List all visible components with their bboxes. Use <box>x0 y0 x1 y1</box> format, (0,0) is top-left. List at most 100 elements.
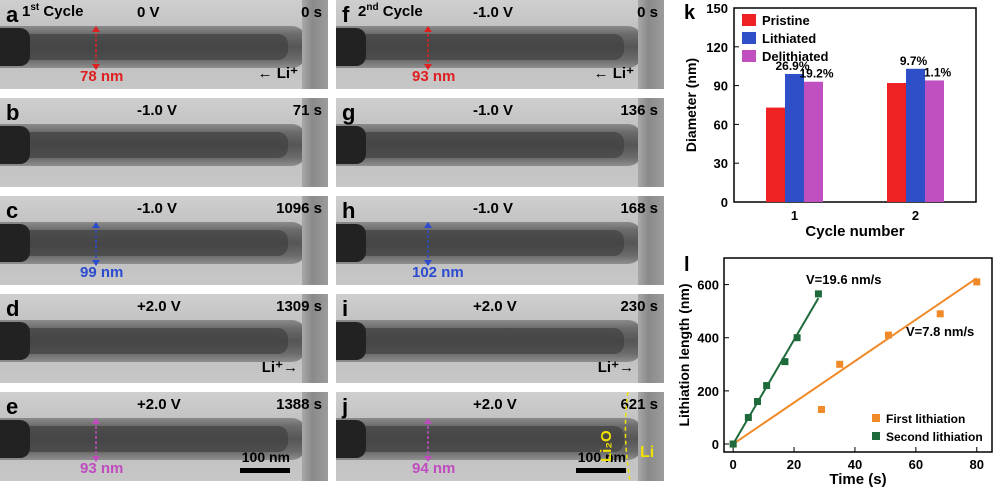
x-tick-label: 2 <box>912 208 919 223</box>
time-label: 1096 s <box>276 200 322 217</box>
diameter-arrow <box>92 26 100 70</box>
y-tick-label: 0 <box>712 437 719 452</box>
velocity-label-first: V=7.8 nm/s <box>906 324 974 339</box>
li-ion-direction: Li⁺→ <box>597 359 634 376</box>
legend-swatch-lithiated <box>742 32 756 44</box>
plot-frame <box>723 257 993 453</box>
bar-pristine-cycle-2 <box>887 83 906 202</box>
data-point-first <box>973 278 981 286</box>
voltage-label: -1.0 V <box>473 200 514 217</box>
panel-label: e <box>6 394 19 419</box>
voltage-label: -1.0 V <box>473 102 514 119</box>
voltage-label: +2.0 V <box>473 396 517 413</box>
legend-label-delithiated: Delithiated <box>762 49 829 64</box>
panel-k: k 0 30 60 90 120 150 1 2 26.9% 19.2% 9.7% 1.1% Cycle… <box>676 0 1000 245</box>
x-tick-label: 1 <box>791 208 798 223</box>
legend-label-second: Second lithiation <box>886 430 983 444</box>
tem-panel-c: c -1.0 V 1096 s 99 nm <box>0 196 328 285</box>
time-label: 71 s <box>292 102 322 119</box>
legend-label-pristine: Pristine <box>762 13 810 28</box>
li-ion-direction: ← Li⁺ <box>257 65 298 82</box>
data-point-second <box>754 398 761 406</box>
time-label: 1309 s <box>276 298 322 315</box>
nanowire-core <box>336 34 624 60</box>
counter-electrode <box>302 196 328 285</box>
tem-panel-g: g -1.0 V 136 s <box>336 98 664 187</box>
data-point-second <box>814 290 822 298</box>
counter-electrode <box>638 392 664 481</box>
data-point-second <box>793 334 801 342</box>
panel-label: f <box>342 2 350 27</box>
phase-boundary <box>624 392 631 481</box>
nanowire-core <box>336 132 624 158</box>
time-label: 1388 s <box>276 396 322 413</box>
tem-panel-h: h -1.0 V 168 s 102 nm <box>336 196 664 285</box>
data-point-second <box>781 358 789 366</box>
cycle-label: 2nd Cycle <box>358 2 423 20</box>
y-tick-label: 90 <box>714 79 728 94</box>
time-label: 0 s <box>301 4 322 21</box>
diameter-arrow <box>92 222 100 266</box>
counter-electrode <box>302 294 328 383</box>
panel-label: g <box>342 100 356 125</box>
y-axis-label: Diameter (nm) <box>683 58 699 152</box>
time-label: 230 s <box>620 298 658 315</box>
counter-electrode <box>302 392 328 481</box>
time-label: 621 s <box>620 396 658 413</box>
voltage-label: -1.0 V <box>137 200 178 217</box>
diameter-label: 78 nm <box>80 68 124 85</box>
plot-frame <box>733 7 977 203</box>
nanowire-tip <box>0 322 30 360</box>
bar-lithiated-cycle-1 <box>785 73 804 203</box>
tem-panel-f: f 2nd Cycle -1.0 V 0 s 93 nm ← Li⁺ <box>336 0 664 89</box>
nanowire-core <box>0 328 288 354</box>
y-tick-label: 0 <box>721 195 728 210</box>
nanowire-core <box>336 426 624 452</box>
x-axis-label: Time (s) <box>829 471 886 488</box>
scale-bar-label: 100 nm <box>241 449 290 465</box>
nanowire-core <box>0 34 288 60</box>
nanowire-tip <box>336 224 366 262</box>
panel-label-k: k <box>684 2 696 24</box>
time-label: 136 s <box>620 102 658 119</box>
legend-label-first: First lithiation <box>886 412 965 426</box>
x-tick-label: 40 <box>848 457 862 472</box>
legend-marker-second <box>872 432 880 440</box>
percent-change-label: 9.7% <box>900 54 928 68</box>
panel-label: d <box>6 296 20 321</box>
voltage-label: +2.0 V <box>137 298 181 315</box>
diameter-arrow <box>424 418 432 462</box>
x-tick-label: 20 <box>787 457 801 472</box>
data-point-second <box>744 413 752 421</box>
diameter-arrow <box>424 222 432 266</box>
panel-l: l 0 200 400 600 0 20 40 60 80 V=19.6 nm/s V=7.8 nm… <box>676 250 1000 491</box>
percent-change-label: 19.2% <box>799 67 833 81</box>
counter-electrode <box>302 0 328 89</box>
bar-lithiated-cycle-2 <box>906 68 925 202</box>
nanowire-tip <box>0 420 30 458</box>
nanowire-tip <box>0 28 30 66</box>
nanowire-tip <box>0 126 30 164</box>
percent-change-label: 26.9% <box>775 59 809 73</box>
x-tick-label: 60 <box>909 457 923 472</box>
velocity-label-second: V=19.6 nm/s <box>806 272 882 287</box>
tem-panel-j: j +2.0 V 621 s 94 nm 100 nm Li₂O Li <box>336 392 664 481</box>
tem-panel-e: e +2.0 V 1388 s 93 nm 100 nm <box>0 392 328 481</box>
y-tick-label: 60 <box>714 117 728 132</box>
y-tick-label: 200 <box>697 384 719 399</box>
diameter-arrow <box>92 418 100 462</box>
y-tick-label: 400 <box>697 331 719 346</box>
tem-panel-i: i +2.0 V 230 s Li⁺→ <box>336 294 664 383</box>
data-point-second <box>763 382 771 390</box>
legend-marker-first <box>872 414 880 422</box>
diameter-label: 94 nm <box>412 460 456 477</box>
legend-swatch-delithiated <box>742 50 756 62</box>
nanowire-core <box>0 230 288 256</box>
legend-swatch-pristine <box>742 14 756 26</box>
panel-label: a <box>6 2 19 27</box>
nanowire-tip <box>336 322 366 360</box>
nanowire-core <box>0 132 288 158</box>
fit-line-first <box>732 277 978 445</box>
bar-pristine-cycle-1 <box>766 107 785 202</box>
data-point-first <box>836 360 844 368</box>
